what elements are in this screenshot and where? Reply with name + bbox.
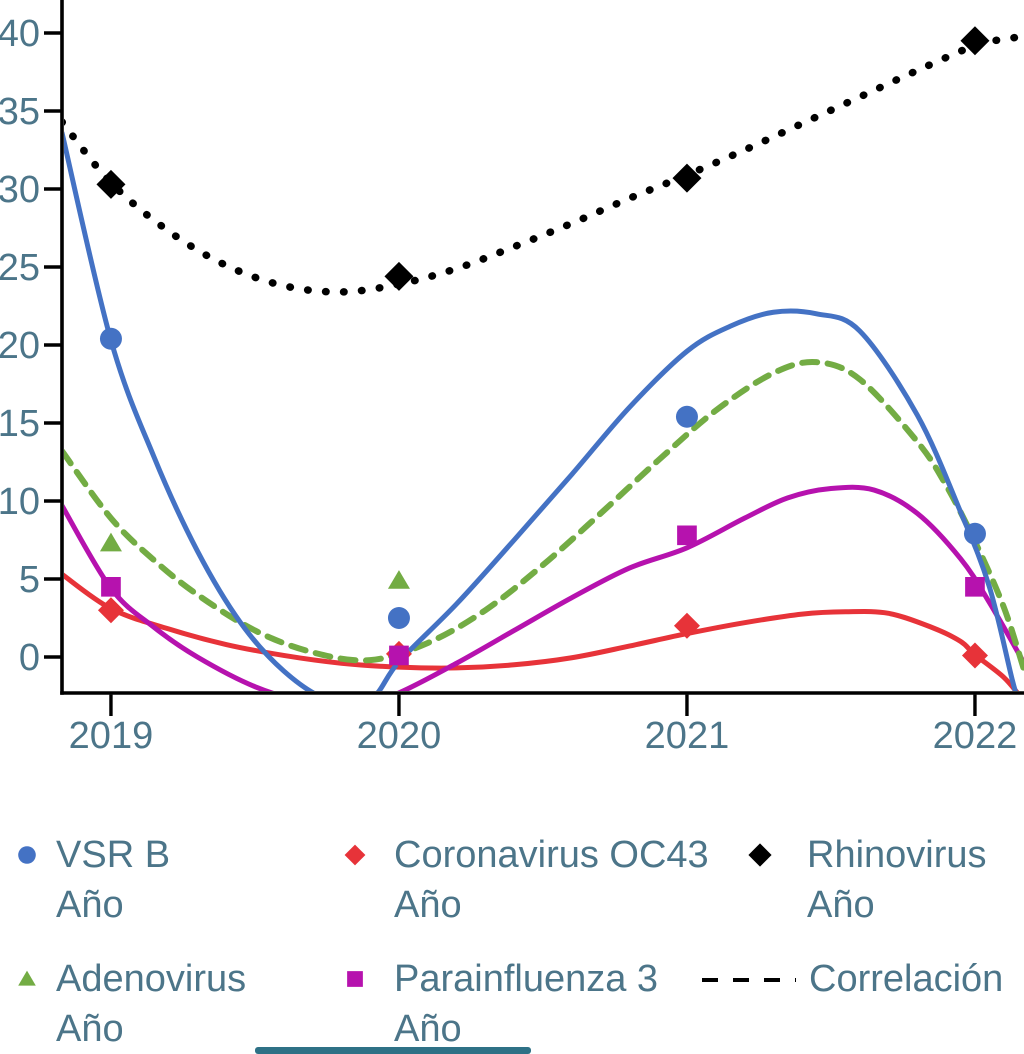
legend-label-coronavirus: Coronavirus OC43 (394, 834, 709, 876)
svg-text:2022: 2022 (933, 715, 1018, 757)
svg-text:20: 20 (0, 325, 40, 367)
dashed-line-icon (700, 964, 796, 999)
bottom-edge-bar (255, 1047, 531, 1054)
svg-text:35: 35 (0, 91, 40, 133)
svg-text:2021: 2021 (645, 715, 730, 757)
svg-text:5: 5 (19, 559, 40, 601)
vsr-b-circle-icon (12, 840, 42, 870)
legend-label-vsr-b: VSR B (56, 834, 171, 876)
svg-text:15: 15 (0, 403, 40, 445)
svg-text:2020: 2020 (357, 715, 442, 757)
legend-item-coronavirus: Coronavirus OC43 Año (340, 830, 709, 930)
legend-sublabel-vsr-b: Año (56, 884, 124, 926)
virus-trend-chart: 0 5 10 15 20 25 30 35 40 2019 2020 2021 2022 (0, 0, 1024, 757)
parainfluenza-square-icon (340, 964, 370, 994)
legend-sublabel-adenovirus: Año (56, 1008, 124, 1050)
legend-label-correlation: Correlación (809, 958, 1004, 1000)
svg-text:30: 30 (0, 169, 40, 211)
svg-text:40: 40 (0, 13, 40, 55)
legend-item-vsr-b: VSR B Año (12, 830, 170, 930)
legend-item-adenovirus: Adenovirus Año (12, 954, 246, 1054)
legend-label-rhinovirus: Rhinovirus (807, 834, 987, 876)
legend-sublabel-coronavirus: Año (394, 884, 462, 926)
coronavirus-diamond-icon (340, 840, 370, 870)
svg-text:0: 0 (19, 637, 40, 679)
adenovirus-triangle-icon (12, 964, 42, 994)
rhinovirus-diamond-icon (745, 840, 775, 870)
legend-label-parainfluenza: Parainfluenza 3 (394, 958, 659, 1000)
svg-text:2019: 2019 (69, 715, 154, 757)
legend-item-rhinovirus: Rhinovirus Año (745, 830, 987, 930)
svg-text:25: 25 (0, 247, 40, 289)
legend-item-correlation: Correlación (700, 954, 1003, 1004)
legend-label-adenovirus: Adenovirus (56, 958, 247, 1000)
svg-text:10: 10 (0, 481, 40, 523)
legend-sublabel-rhinovirus: Año (807, 884, 875, 926)
legend-item-parainfluenza: Parainfluenza 3 Año (340, 954, 658, 1054)
chart-svg: 0 5 10 15 20 25 30 35 40 2019 2020 2021 2022 (0, 0, 1024, 757)
